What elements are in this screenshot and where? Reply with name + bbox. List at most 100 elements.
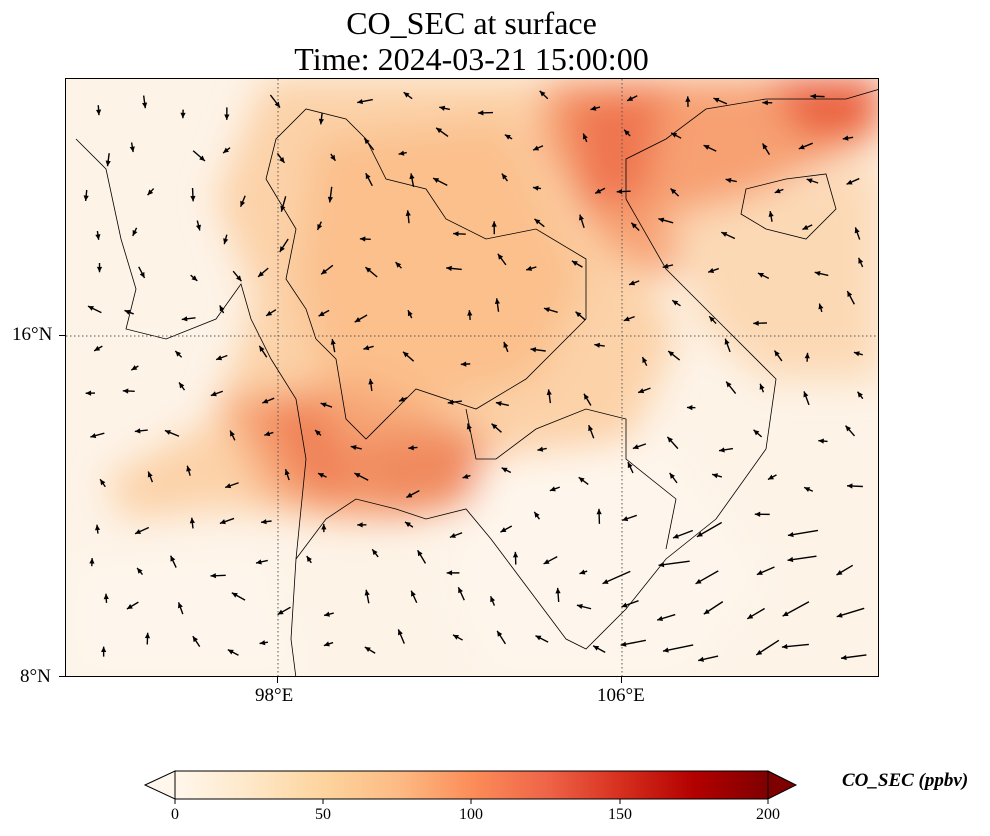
wind-arrow bbox=[582, 133, 588, 140]
wind-arrow bbox=[280, 205, 286, 212]
wind-arrow bbox=[137, 567, 143, 574]
colorbar-tick-150: 150 bbox=[608, 806, 632, 823]
wind-arrow bbox=[576, 603, 583, 610]
wind-arrow bbox=[533, 145, 540, 151]
wind-arrow bbox=[857, 391, 863, 398]
wind-arrow bbox=[266, 310, 273, 316]
wind-arrow bbox=[620, 641, 627, 647]
wind-arrow bbox=[231, 592, 238, 598]
wind-arrow bbox=[477, 110, 484, 116]
wind-arrow bbox=[768, 211, 774, 217]
wind-arrow bbox=[219, 519, 226, 525]
lat-tick-mark bbox=[59, 335, 65, 336]
wind-arrow bbox=[512, 551, 519, 558]
wind-arrow bbox=[105, 160, 111, 167]
wind-arrow bbox=[662, 263, 669, 269]
wind-arrow bbox=[530, 347, 537, 353]
wind-arrow bbox=[624, 129, 630, 136]
lon-label-98e: 98°E bbox=[255, 685, 294, 706]
wind-arrow bbox=[836, 612, 843, 618]
wind-arrow bbox=[539, 90, 546, 97]
wind-arrow bbox=[804, 487, 811, 492]
wind-arrow bbox=[357, 522, 363, 528]
wind-arrow bbox=[408, 445, 414, 451]
wind-arrow bbox=[781, 643, 788, 650]
wind-arrow bbox=[504, 134, 511, 140]
wind-arrow bbox=[853, 351, 860, 357]
wind-arrow bbox=[447, 399, 454, 405]
wind-arrow bbox=[703, 145, 710, 150]
wind-arrow bbox=[667, 436, 673, 443]
wind-arrow bbox=[543, 307, 550, 313]
wind-arrow bbox=[398, 629, 403, 636]
wind-arrow bbox=[767, 474, 774, 480]
wind-arrow bbox=[317, 223, 323, 230]
wind-arrow bbox=[259, 345, 265, 352]
wind-arrow bbox=[578, 477, 585, 483]
wind-arrow bbox=[364, 138, 370, 145]
wind-arrow bbox=[433, 178, 440, 183]
wind-arrow bbox=[330, 338, 336, 345]
wind-arrow bbox=[623, 316, 630, 322]
wind-arrow bbox=[364, 647, 371, 653]
wind-arrow bbox=[668, 351, 675, 357]
wind-arrow bbox=[199, 155, 205, 161]
wind-arrow bbox=[632, 444, 639, 450]
wind-arrow bbox=[189, 517, 195, 524]
lon-tick-mark bbox=[277, 677, 278, 683]
wind-arrow bbox=[555, 587, 561, 594]
wind-arrow bbox=[407, 310, 413, 317]
wind-arrow bbox=[672, 533, 679, 539]
wind-arrow bbox=[526, 265, 533, 271]
wind-arrow bbox=[216, 355, 223, 361]
wind-arrow bbox=[100, 479, 106, 486]
wind-arrow bbox=[224, 114, 230, 120]
wind-arrow bbox=[549, 486, 556, 492]
wind-arrow bbox=[144, 632, 151, 639]
wind-arrow bbox=[177, 602, 183, 609]
wind-arrow bbox=[90, 433, 97, 439]
wind-arrow bbox=[497, 630, 503, 637]
wind-arrow bbox=[96, 266, 103, 273]
wind-arrow bbox=[255, 559, 262, 565]
wind-arrow bbox=[578, 214, 584, 221]
wind-arrow bbox=[318, 118, 324, 125]
wind-arrow bbox=[579, 569, 586, 575]
colorbar-tick-100: 100 bbox=[459, 806, 483, 823]
wind-arrow bbox=[406, 492, 413, 498]
wind-arrow bbox=[306, 556, 312, 562]
wind-arrow bbox=[503, 341, 509, 348]
wind-arrow bbox=[147, 189, 154, 196]
wind-arrow bbox=[810, 93, 816, 99]
wind-arrow bbox=[398, 396, 405, 402]
wind-arrow bbox=[854, 227, 860, 234]
wind-arrow bbox=[534, 218, 541, 225]
wind-arrow bbox=[756, 649, 763, 655]
wind-arrow bbox=[103, 593, 109, 600]
wind-arrow bbox=[191, 275, 198, 281]
wind-arrow bbox=[762, 143, 768, 150]
wind-arrow bbox=[841, 654, 847, 661]
wind-arrow bbox=[708, 268, 715, 273]
wind-arrow bbox=[698, 656, 705, 662]
wind-arrow bbox=[323, 641, 330, 647]
wind-arrow bbox=[631, 222, 638, 229]
wind-arrow bbox=[258, 271, 264, 277]
wind-arrow bbox=[365, 173, 371, 180]
wind-arrow bbox=[364, 589, 370, 596]
wind-arrow bbox=[858, 257, 864, 264]
wind-arrow bbox=[264, 431, 271, 437]
wind-arrow bbox=[670, 188, 677, 195]
wind-arrow bbox=[798, 144, 805, 150]
wind-arrow bbox=[398, 150, 405, 156]
wind-arrow bbox=[575, 311, 582, 318]
wind-arrow bbox=[787, 556, 794, 563]
wind-arrow bbox=[756, 570, 763, 575]
wind-arrow bbox=[122, 388, 129, 394]
wind-arrow bbox=[460, 361, 467, 367]
wind-arrow bbox=[695, 578, 702, 584]
wind-arrow bbox=[629, 280, 636, 286]
wind-arrow bbox=[495, 401, 502, 407]
wind-arrow bbox=[713, 97, 720, 103]
wind-arrow bbox=[546, 389, 552, 396]
